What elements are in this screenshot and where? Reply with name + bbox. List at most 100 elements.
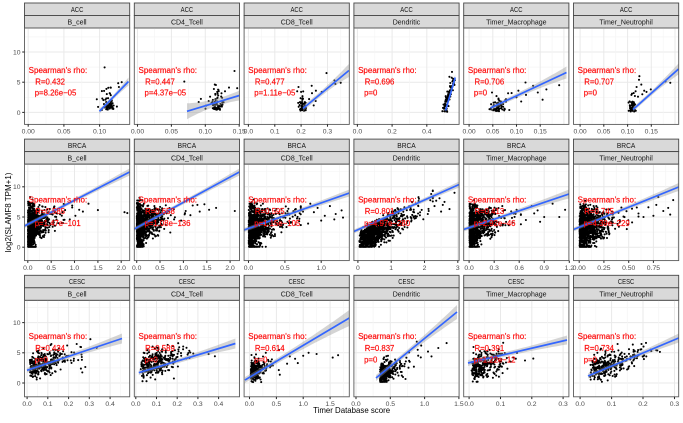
svg-text:p=1.15e−105: p=1.15e−105	[254, 219, 301, 228]
svg-text:0.10: 0.10	[93, 129, 106, 136]
svg-text:0.10: 0.10	[621, 129, 634, 136]
svg-text:0.0: 0.0	[464, 401, 474, 408]
svg-text:R=0.432: R=0.432	[35, 77, 65, 86]
svg-text:0: 0	[17, 245, 21, 252]
svg-text:10: 10	[13, 320, 21, 327]
svg-text:0.6: 0.6	[514, 265, 524, 272]
svg-text:0.15: 0.15	[645, 129, 658, 136]
svg-text:2: 2	[423, 265, 427, 272]
svg-text:1.0: 1.0	[316, 265, 326, 272]
svg-text:0.0: 0.0	[244, 129, 254, 136]
svg-text:0.5: 0.5	[46, 265, 56, 272]
svg-text:0: 0	[356, 265, 360, 272]
svg-text:Spearman's rho:: Spearman's rho:	[358, 195, 417, 204]
svg-text:Spearman's rho:: Spearman's rho:	[468, 332, 526, 341]
svg-text:CD4_Tcell: CD4_Tcell	[171, 292, 203, 299]
svg-text:0.3: 0.3	[193, 401, 203, 408]
svg-text:0.0: 0.0	[353, 129, 363, 136]
svg-text:p=0: p=0	[584, 356, 598, 365]
svg-text:1.0: 1.0	[298, 401, 308, 408]
svg-text:CESC: CESC	[398, 279, 415, 286]
svg-text:p=1.11e−05: p=1.11e−05	[254, 89, 296, 98]
svg-text:Spearman's rho:: Spearman's rho:	[29, 195, 87, 204]
svg-text:CESC: CESC	[69, 279, 86, 286]
svg-text:0.1: 0.1	[270, 129, 280, 136]
svg-text:0.0: 0.0	[464, 265, 474, 272]
svg-text:ACC: ACC	[400, 7, 413, 14]
svg-text:Dendritic: Dendritic	[393, 155, 421, 162]
svg-text:CD4_Tcell: CD4_Tcell	[171, 19, 203, 26]
svg-text:Spearman's rho:: Spearman's rho:	[578, 195, 637, 204]
svg-text:1.0: 1.0	[179, 265, 189, 272]
svg-text:B_cell: B_cell	[68, 155, 88, 162]
svg-text:1.5: 1.5	[93, 265, 103, 272]
svg-text:0.2: 0.2	[638, 401, 648, 408]
svg-text:0.25: 0.25	[597, 265, 610, 272]
svg-text:R=0.589: R=0.589	[145, 344, 175, 353]
svg-text:Timer_Neutrophil: Timer_Neutrophil	[599, 155, 653, 162]
svg-text:p=0: p=0	[474, 89, 488, 98]
svg-text:0.05: 0.05	[486, 129, 499, 136]
svg-text:Spearman's rho:: Spearman's rho:	[578, 332, 637, 341]
svg-text:0.75: 0.75	[647, 265, 660, 272]
svg-text:3: 3	[456, 265, 460, 272]
svg-text:R=0.734: R=0.734	[584, 344, 614, 353]
svg-text:ACC: ACC	[620, 7, 633, 14]
svg-text:0.00: 0.00	[22, 129, 35, 136]
svg-text:R=0.595: R=0.595	[255, 207, 285, 216]
svg-text:CESC: CESC	[618, 279, 635, 286]
svg-text:0.05: 0.05	[597, 129, 610, 136]
svg-text:0.5: 0.5	[155, 265, 165, 272]
svg-text:0.00: 0.00	[131, 129, 144, 136]
svg-text:Spearman's rho:: Spearman's rho:	[468, 66, 526, 75]
svg-text:0.5: 0.5	[272, 401, 282, 408]
svg-text:B_cell: B_cell	[68, 292, 88, 299]
svg-text:2.0: 2.0	[225, 265, 235, 272]
svg-text:Timer_Neutrophil: Timer_Neutrophil	[599, 19, 653, 26]
svg-text:0.3: 0.3	[558, 401, 568, 408]
svg-text:10: 10	[13, 184, 21, 191]
svg-text:0.5: 0.5	[386, 401, 396, 408]
svg-text:Spearman's rho:: Spearman's rho:	[468, 195, 526, 204]
svg-text:0.1: 0.1	[607, 401, 617, 408]
svg-text:0.15: 0.15	[534, 129, 547, 136]
svg-text:0.10: 0.10	[510, 129, 523, 136]
svg-text:1.0: 1.0	[420, 401, 430, 408]
svg-text:0.1: 0.1	[43, 401, 53, 408]
svg-text:0.2: 0.2	[64, 401, 74, 408]
svg-text:log2(SLAMF8 TPM+1): log2(SLAMF8 TPM+1)	[4, 172, 13, 252]
svg-text:p=1.08e−136: p=1.08e−136	[145, 219, 191, 228]
svg-text:0.2: 0.2	[387, 129, 397, 136]
svg-text:Spearman's rho:: Spearman's rho:	[578, 66, 637, 75]
svg-text:p=1.47e−101: p=1.47e−101	[35, 219, 81, 228]
svg-text:0.05: 0.05	[165, 129, 178, 136]
svg-text:Spearman's rho:: Spearman's rho:	[139, 66, 198, 75]
svg-text:R=0.391: R=0.391	[475, 344, 505, 353]
svg-text:0.15: 0.15	[233, 129, 246, 136]
svg-text:0.0: 0.0	[575, 401, 585, 408]
svg-text:0.5: 0.5	[280, 265, 290, 272]
svg-text:1.0: 1.0	[70, 265, 80, 272]
svg-text:CESC: CESC	[179, 279, 196, 286]
svg-text:ACC: ACC	[290, 7, 303, 14]
svg-text:1.2: 1.2	[565, 265, 575, 272]
svg-text:0.2: 0.2	[172, 401, 182, 408]
svg-text:Timer_Neutrophil: Timer_Neutrophil	[599, 292, 653, 299]
svg-text:Timer Database score: Timer Database score	[313, 406, 390, 415]
svg-text:Dendritic: Dendritic	[393, 292, 421, 299]
svg-text:1: 1	[389, 265, 393, 272]
svg-text:R=0.434: R=0.434	[35, 344, 65, 353]
svg-text:5: 5	[17, 350, 21, 357]
svg-text:p=0: p=0	[364, 356, 378, 365]
svg-text:Spearman's rho:: Spearman's rho:	[139, 332, 198, 341]
svg-text:BRCA: BRCA	[68, 143, 87, 150]
svg-text:ACC: ACC	[181, 7, 194, 14]
svg-text:BRCA: BRCA	[397, 143, 416, 150]
svg-text:Spearman's rho:: Spearman's rho:	[29, 332, 87, 341]
svg-text:0.50: 0.50	[622, 265, 635, 272]
svg-text:1.5: 1.5	[202, 265, 212, 272]
svg-text:R=0.706: R=0.706	[475, 77, 505, 86]
svg-text:0.3: 0.3	[323, 129, 333, 136]
svg-text:ACC: ACC	[71, 7, 84, 14]
svg-text:0.1: 0.1	[496, 401, 506, 408]
